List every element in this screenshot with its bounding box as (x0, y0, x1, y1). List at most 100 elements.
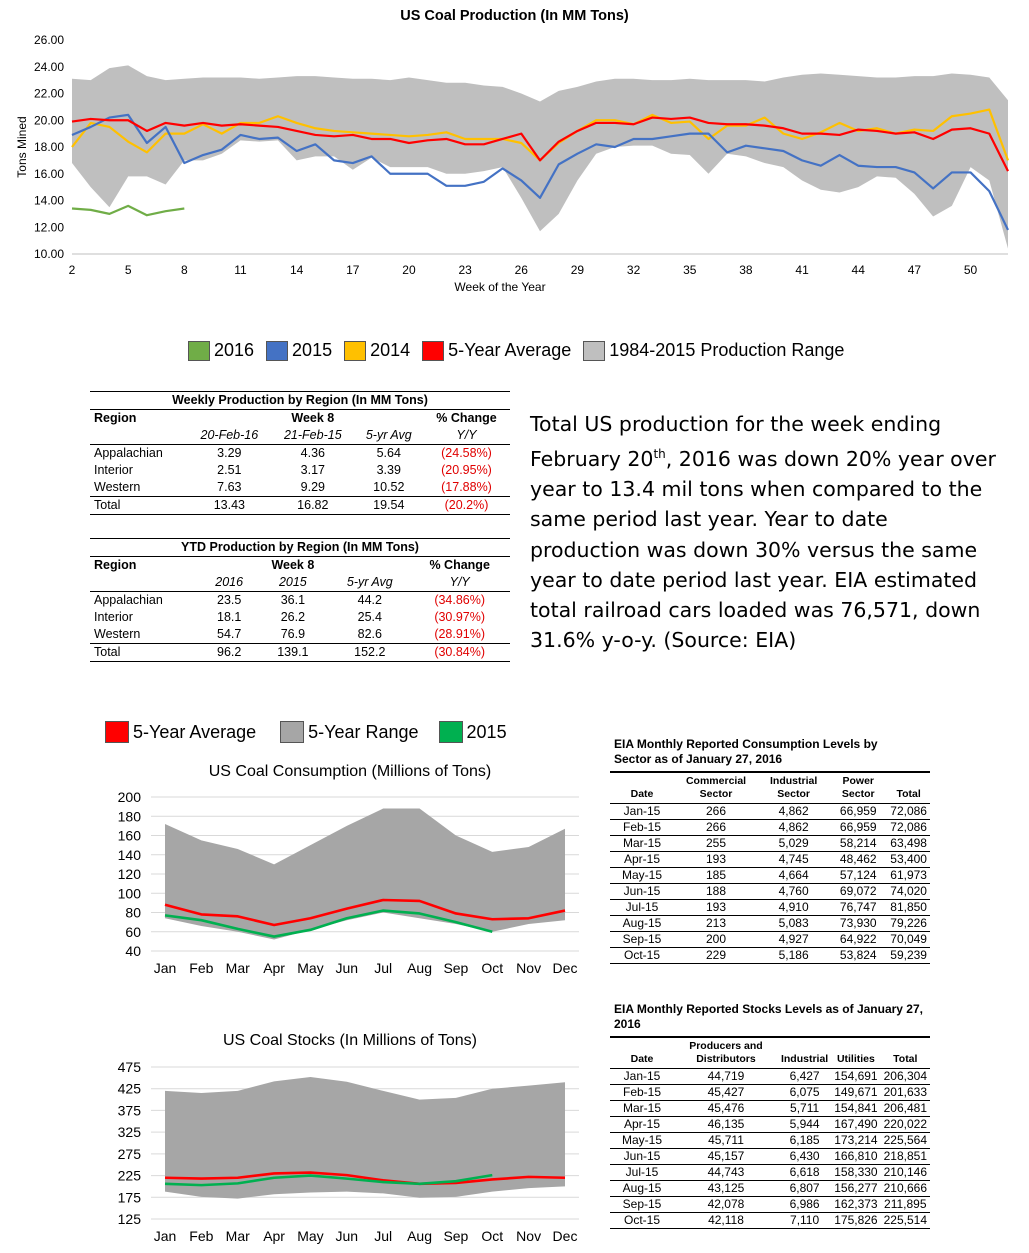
legend-swatch-5yr-average (422, 340, 445, 361)
table-cell: 166,810 (831, 1148, 881, 1165)
stocks-header-2: Industrial (777, 1036, 832, 1069)
x-axis-label: Week of the Year (454, 280, 545, 294)
table-cell: 53,824 (829, 947, 888, 964)
cell-change: (20.2%) (422, 496, 510, 515)
consumption-table: Date Commercial Sector Industrial Sector Po… (610, 771, 930, 964)
y-tick-label: 425 (118, 1081, 142, 1097)
table-row: Oct-15 229 5,186 53,824 59,239 (610, 947, 930, 964)
stocks-header-4: Total (880, 1036, 930, 1069)
table-cell: Mar-15 (610, 835, 674, 852)
table-row: Jan-15 266 4,862 66,959 72,086 (610, 803, 930, 820)
table-row: May-15 45,711 6,185 173,214 225,564 (610, 1132, 930, 1149)
cell-value: 25.4 (357, 610, 382, 624)
legend-label-2015: 2015 (292, 340, 333, 360)
region-name: Interior (94, 463, 133, 477)
table-cell: 206,481 (880, 1100, 930, 1117)
table-cell: Sep-15 (610, 931, 674, 948)
table-cell: 158,330 (831, 1164, 881, 1181)
x-tick-label: Jan (154, 960, 177, 976)
summary-superscript: th (653, 447, 666, 462)
region-name: Total (90, 643, 203, 662)
legend-swatch-5yr-average (105, 721, 129, 743)
consumption-header-2: Industrial Sector (758, 771, 830, 804)
y-tick-label: 26.00 (34, 33, 64, 47)
consumption-header-1: Commercial Sector (674, 771, 759, 804)
production-range-area (72, 65, 1008, 249)
table-cell: 193 (674, 899, 759, 916)
table-row: Oct-15 42,118 7,110 175,826 225,514 (610, 1212, 930, 1229)
x-tick-label: 47 (908, 263, 922, 277)
cell-value: 139.1 (255, 643, 331, 662)
cell-value: 3.39 (376, 463, 401, 477)
table-row: Western 7.63 9.29 10.52 (17.88%) (90, 479, 510, 497)
table-cell: 64,922 (829, 931, 888, 948)
y-tick-label: 12.00 (34, 220, 64, 234)
cell-value: 19.54 (354, 496, 423, 515)
table-cell: Jan-15 (610, 803, 674, 820)
region-name: Western (94, 480, 141, 494)
summary-paragraph: Total US production for the week ending … (530, 409, 1000, 655)
table-cell: 154,841 (831, 1100, 881, 1117)
series-line-2015 (71, 113, 1009, 231)
consumption-table-title: EIA Monthly Reported Consumption Levels … (614, 737, 878, 766)
table-cell: 210,146 (880, 1164, 930, 1181)
table-cell: 73,930 (829, 915, 888, 932)
weekly-header-change: % Change (436, 411, 497, 425)
x-tick-label: Aug (407, 1228, 432, 1244)
cell-value: 82.6 (357, 627, 382, 641)
range-area (165, 808, 565, 940)
ytd-header-week: Week 8 (271, 558, 315, 572)
table-cell: 6,986 (777, 1196, 832, 1213)
cell-value: 13.43 (187, 496, 272, 515)
consumption-chart: 200 180 160 140 120 100 80 60 40 Jan Feb Mar Apr May J… (118, 789, 579, 976)
table-cell: 6,075 (777, 1084, 832, 1101)
ytd-col-2015: 2015 (255, 574, 331, 592)
cell-value: 54.7 (217, 627, 242, 641)
summary-text-1: Total US production for the week ending … (530, 412, 942, 472)
table-cell: 58,214 (829, 835, 888, 852)
series-line-5-year-average (71, 116, 1009, 172)
x-tick-label: 32 (627, 263, 641, 277)
y-tick-label: 140 (118, 847, 142, 863)
x-tick-label: Nov (516, 1228, 541, 1244)
cell-value: 2.51 (217, 463, 242, 477)
table-cell: Jun-15 (610, 1148, 674, 1165)
stocks-chart-title: US Coal Stocks (In Millions of Tons) (222, 1032, 477, 1049)
x-tick-label: Jun (336, 960, 359, 976)
x-tick-label: Feb (189, 1228, 213, 1244)
y-tick-label: 10.00 (34, 247, 64, 261)
legend-swatch-5yr-range (280, 721, 305, 743)
table-cell: 53,400 (887, 851, 930, 868)
legend-item-5yr-average: 5-Year Average (422, 340, 571, 361)
legend-label-production-range: 1984-2015 Production Range (609, 340, 845, 360)
table-row-total: Total 13.43 16.82 19.54 (20.2%) (90, 496, 510, 515)
table-cell: 57,124 (829, 867, 888, 884)
legend-label-5yr-average: 5-Year Average (133, 721, 257, 742)
region-name: Western (94, 627, 141, 641)
consumption-header-3: Power Sector (829, 771, 888, 804)
cell-value: 5.64 (376, 446, 401, 460)
table-cell: 45,157 (674, 1148, 778, 1165)
table-cell: 4,745 (758, 851, 830, 868)
stocks-table-title: EIA Monthly Reported Stocks Levels as of… (614, 1002, 923, 1031)
cell-value: 7.63 (217, 480, 242, 494)
region-name: Appalachian (94, 593, 163, 607)
table-cell: May-15 (610, 1132, 674, 1149)
monthly-legend: 5-Year Average 5-Year Range 2015 (105, 721, 519, 743)
table-cell: Jun-15 (610, 883, 674, 900)
cell-value: 3.17 (300, 463, 325, 477)
x-tick-label: 17 (346, 263, 360, 277)
x-tick-label: Feb (189, 960, 213, 976)
consumption-header-0: Date (610, 771, 674, 804)
stocks-header-0: Date (610, 1036, 674, 1069)
x-tick-label: Jul (374, 960, 392, 976)
table-cell: 74,020 (887, 883, 930, 900)
table-cell: 211,895 (880, 1196, 930, 1213)
stocks-header-3: Utilities (831, 1036, 881, 1069)
table-row: Feb-15 45,427 6,075 149,671 201,633 (610, 1084, 930, 1101)
table-cell: 193 (674, 851, 759, 868)
cell-value: 16.82 (271, 496, 355, 515)
x-tick-label: Jul (374, 1228, 392, 1244)
y-tick-label: 375 (118, 1102, 142, 1118)
weekly-header-week: Week 8 (291, 411, 335, 425)
